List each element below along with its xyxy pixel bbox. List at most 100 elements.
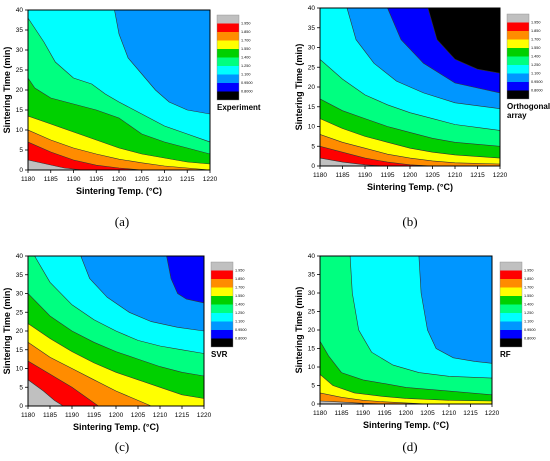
legend-swatch: [211, 262, 233, 271]
legend-level-label: 0.9500: [235, 328, 247, 332]
legend-swatch: [217, 32, 239, 41]
contour-region-0_8000: [166, 256, 204, 304]
x-axis-label: Sintering Temp. (°C): [73, 422, 159, 432]
panel-d: 1180 1185 1190 1195 1200 1205 1210 1215 1220 0 5 10…: [294, 253, 536, 454]
legend-level-label: 1.950: [524, 269, 534, 273]
y-tick-label: 15: [308, 346, 316, 353]
legend-level-label: 1.550: [524, 294, 534, 298]
legend: 1.950 1.850 1.700 1.550 1.400 1.250 1.100 0.950…: [216, 14, 261, 112]
legend-swatch: [211, 338, 233, 347]
y-axis-label: Sintering Time (min): [2, 47, 12, 134]
x-tick-label: 1210: [157, 176, 172, 183]
y-tick-label: 0: [311, 163, 315, 170]
legend-swatch: [507, 48, 529, 57]
x-tick-label: 1190: [358, 172, 372, 179]
legend-swatch: [500, 330, 522, 339]
legend-level-label: 1.400: [241, 56, 251, 60]
legend-title: SVR: [211, 350, 228, 359]
legend-level-label: 1.700: [531, 38, 541, 42]
legend-swatch: [500, 262, 522, 271]
x-tick-label: 1205: [420, 410, 435, 417]
x-tick-label: 1180: [313, 410, 327, 417]
legend-swatch: [217, 49, 239, 58]
x-tick-label: 1220: [493, 172, 508, 179]
legend-swatch: [507, 14, 529, 23]
legend-level-label: 1.400: [524, 303, 534, 307]
x-tick-label: 1185: [44, 176, 58, 183]
y-tick-label: 10: [308, 124, 316, 131]
y-tick-label: 15: [16, 107, 24, 114]
y-tick-label: 30: [308, 290, 316, 297]
y-tick-label: 15: [308, 104, 316, 111]
legend-level-label: 1.400: [531, 55, 541, 59]
legend-swatch: [211, 304, 233, 313]
legend-level-label: 0.8000: [241, 90, 253, 94]
legend-swatch: [217, 74, 239, 83]
y-tick-label: 20: [308, 327, 316, 334]
legend-swatch: [500, 270, 522, 279]
legend-level-label: 1.950: [241, 22, 251, 26]
x-tick-label: 1215: [180, 176, 195, 183]
legend-level-label: 1.850: [531, 29, 541, 33]
x-tick-label: 1180: [21, 176, 35, 183]
legend-level-label: 1.850: [241, 30, 251, 34]
y-tick-label: 35: [16, 272, 24, 279]
x-tick-label: 1215: [463, 410, 478, 417]
y-tick-label: 5: [19, 147, 23, 154]
x-axis-label: Sintering Temp. (°C): [363, 420, 449, 430]
y-tick-label: 25: [16, 309, 24, 316]
legend-level-label: 1.250: [531, 63, 541, 67]
y-tick-label: 10: [16, 127, 24, 134]
x-tick-label: 1180: [21, 412, 35, 419]
x-tick-label: 1205: [135, 176, 150, 183]
panel-b: 1180 1185 1190 1195 1200 1205 1210 1215 1220 0 5 10…: [294, 5, 550, 229]
legend-level-label: 0.8000: [524, 337, 536, 341]
legend-swatch: [217, 23, 239, 32]
y-tick-label: 25: [308, 309, 316, 316]
legend-level-label: 1.550: [235, 294, 245, 298]
y-tick-label: 5: [311, 383, 315, 390]
x-tick-label: 1205: [425, 172, 440, 179]
y-tick-label: 20: [16, 328, 24, 335]
legend-level-label: 1.950: [235, 269, 245, 273]
x-tick-label: 1180: [313, 172, 327, 179]
legend-level-label: 1.850: [524, 277, 534, 281]
x-tick-label: 1190: [65, 412, 79, 419]
legend-level-label: 1.400: [235, 303, 245, 307]
x-tick-label: 1195: [381, 172, 395, 179]
x-tick-label: 1210: [153, 412, 168, 419]
x-tick-label: 1195: [87, 412, 101, 419]
legend-title: array: [507, 111, 527, 120]
contour-region-below: [427, 8, 500, 74]
x-axis-label: Sintering Temp. (°C): [367, 182, 453, 192]
y-axis-label: Sintering Time (min): [294, 287, 304, 374]
y-tick-label: 40: [16, 7, 24, 14]
legend-swatch: [507, 39, 529, 48]
legend-swatch: [500, 313, 522, 322]
panel-a: 1180 1185 1190 1195 1200 1205 1210 1215 1220 0 5 10…: [2, 7, 261, 229]
legend-level-label: 1.100: [235, 320, 245, 324]
legend-level-label: 1.100: [241, 73, 251, 77]
legend-swatch: [217, 66, 239, 75]
panel-b-caption: (b): [402, 214, 417, 229]
y-tick-label: 0: [19, 167, 23, 174]
y-tick-label: 30: [16, 291, 24, 298]
x-tick-label: 1205: [131, 412, 146, 419]
x-tick-label: 1190: [67, 176, 81, 183]
y-tick-label: 0: [19, 403, 23, 410]
legend-swatch: [500, 338, 522, 347]
y-axis-label: Sintering Time (min): [2, 288, 12, 375]
y-tick-label: 40: [16, 253, 24, 260]
legend-swatch: [217, 83, 239, 92]
x-tick-label: 1200: [109, 412, 124, 419]
x-tick-label: 1210: [442, 410, 457, 417]
x-tick-label: 1185: [43, 412, 57, 419]
legend: 1.950 1.850 1.700 1.550 1.400 1.250 1.100 0.950…: [210, 261, 247, 359]
x-tick-label: 1220: [197, 412, 212, 419]
legend-level-label: 1.100: [524, 320, 534, 324]
x-tick-label: 1200: [399, 410, 414, 417]
x-tick-label: 1200: [112, 176, 127, 183]
y-tick-label: 35: [308, 272, 316, 279]
legend-swatch: [217, 15, 239, 24]
x-axis-label: Sintering Temp. (°C): [76, 186, 162, 196]
